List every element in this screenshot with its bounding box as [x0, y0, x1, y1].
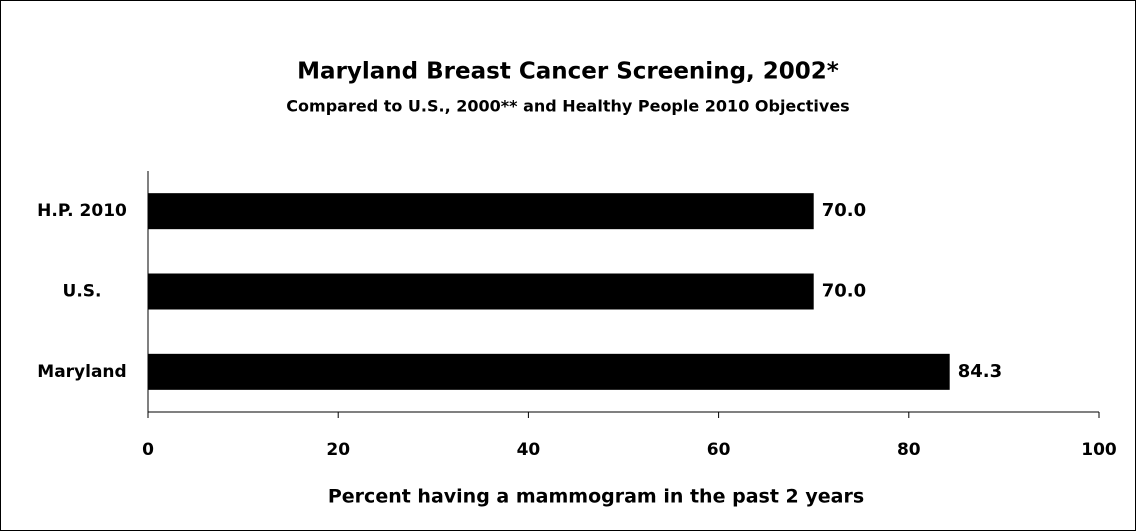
- data-label: 70.0: [822, 281, 866, 302]
- data-label: 70.0: [822, 200, 866, 221]
- bar: [148, 193, 814, 230]
- y-tick-label: U.S.: [63, 282, 102, 302]
- bar: [148, 353, 950, 390]
- x-tick-label: 80: [897, 440, 921, 460]
- x-tick-label: 0: [142, 440, 154, 460]
- x-tick-label: 40: [517, 440, 541, 460]
- y-tick-label: H.P. 2010: [37, 201, 127, 221]
- chart-subtitle: Compared to U.S., 2000** and Healthy Peo…: [286, 97, 849, 116]
- x-tick-label: 20: [326, 440, 350, 460]
- chart-title: Maryland Breast Cancer Screening, 2002*: [297, 59, 839, 85]
- y-tick-label: Maryland: [37, 362, 126, 382]
- x-tick-label: 60: [707, 440, 731, 460]
- bar: [148, 273, 814, 310]
- data-label: 84.3: [958, 361, 1002, 382]
- x-axis-label: Percent having a mammogram in the past 2…: [328, 486, 864, 508]
- x-tick-label: 100: [1081, 440, 1117, 460]
